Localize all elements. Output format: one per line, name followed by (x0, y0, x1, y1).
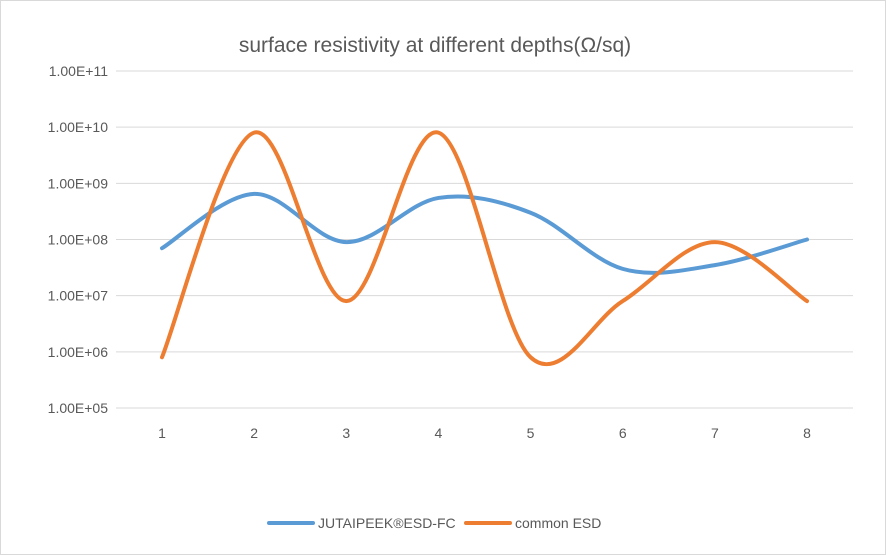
y-tick-label: 1.00E+05 (48, 400, 109, 416)
x-axis-ticks: 1 2 3 4 5 6 7 8 (158, 425, 811, 441)
y-tick-label: 1.00E+08 (48, 232, 109, 248)
x-tick-label: 4 (435, 425, 443, 441)
legend: JUTAIPEEK®ESD-FC common ESD (267, 515, 601, 531)
series-lines (160, 130, 809, 367)
legend-label: JUTAIPEEK®ESD-FC (318, 515, 456, 531)
gridlines (116, 70, 853, 409)
chart-title: surface resistivity at different depths(… (239, 34, 631, 57)
x-tick-label: 7 (711, 425, 719, 441)
x-tick-label: 6 (619, 425, 627, 441)
legend-label: common ESD (515, 515, 601, 531)
y-axis-ticks: 1.00E+05 1.00E+06 1.00E+07 1.00E+08 1.00E+09… (48, 63, 109, 416)
x-tick-label: 8 (803, 425, 811, 441)
y-tick-label: 1.00E+11 (49, 63, 109, 79)
x-tick-label: 1 (158, 425, 166, 441)
y-tick-label: 1.00E+06 (48, 344, 109, 360)
y-tick-label: 1.00E+10 (48, 119, 109, 135)
series-line-1 (160, 191, 809, 275)
x-tick-label: 5 (527, 425, 535, 441)
y-tick-label: 1.00E+07 (48, 288, 109, 304)
y-tick-label: 1.00E+09 (48, 175, 109, 191)
x-tick-label: 3 (342, 425, 350, 441)
x-tick-label: 2 (250, 425, 258, 441)
series-line-2 (160, 130, 809, 367)
